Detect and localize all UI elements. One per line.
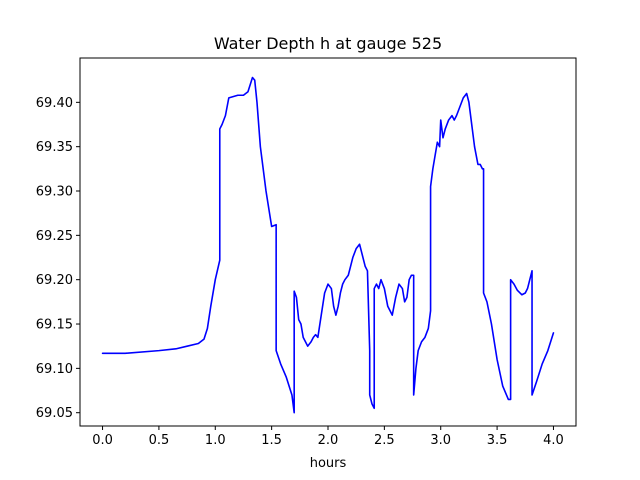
plot-area: 0.0 0.5 1.0 1.5 2.0 2.5 3.0 3.5 4.0 69.05 69.10 69.…	[36, 57, 577, 448]
x-axis-label: hours	[310, 456, 347, 471]
y-tick-label: 69.40	[36, 96, 73, 111]
water-depth-line	[101, 76, 555, 414]
x-tick-label: 3.5	[487, 433, 508, 448]
x-tick-label: 1.5	[261, 433, 282, 448]
y-tick-label: 69.35	[36, 140, 73, 155]
y-tick-label: 69.30	[36, 185, 73, 200]
x-tick-label: 1.0	[205, 433, 226, 448]
x-tick-label: 0.0	[92, 433, 113, 448]
y-tick-label: 69.20	[36, 273, 73, 288]
y-tick-label: 69.15	[36, 318, 73, 333]
x-tick-label: 0.5	[149, 433, 170, 448]
chart-title: Water Depth h at gauge 525	[214, 34, 442, 53]
y-tick-label: 69.05	[36, 406, 73, 421]
x-tick-label: 3.0	[430, 433, 451, 448]
x-tick-label: 2.0	[318, 433, 339, 448]
x-tick-label: 2.5	[374, 433, 395, 448]
y-tick-label: 69.25	[36, 229, 73, 244]
y-tick-label: 69.10	[36, 362, 73, 377]
x-tick-label: 4.0	[543, 433, 564, 448]
